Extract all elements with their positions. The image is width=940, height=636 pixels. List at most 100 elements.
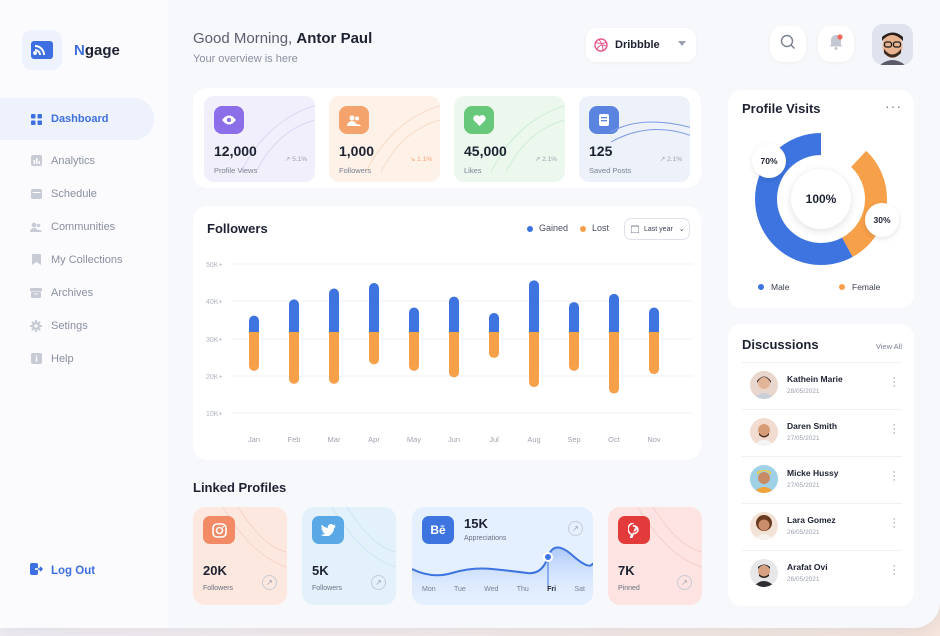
discussion-item[interactable]: Arafat Ovi 26/05/2021 · · · — [742, 550, 902, 594]
discussion-item[interactable]: Kathein Marie 28/05/2021 · · · — [742, 362, 902, 406]
linked-label: Appreciations — [464, 535, 507, 542]
sidebar-item-label: Archives — [51, 286, 94, 299]
bar-joint — [329, 332, 339, 337]
stat-card-likes[interactable]: 45,000 ↗ 2.1% Likes — [454, 96, 565, 182]
y-tick-label: 50K+ — [206, 262, 223, 269]
bar-gained[interactable] — [369, 283, 379, 336]
open-arrow-icon[interactable]: ↗ — [568, 521, 583, 536]
open-arrow-icon[interactable]: ↗ — [677, 575, 692, 590]
period-select-value: Last year — [644, 225, 673, 233]
bar-gained[interactable] — [529, 280, 539, 336]
bar-gained[interactable] — [489, 312, 499, 336]
sidebar-item-dashboard[interactable]: Dashboard — [0, 98, 154, 140]
sidebar-item-my-collections[interactable]: My Collections — [0, 243, 168, 276]
bar-lost[interactable] — [449, 332, 459, 378]
sidebar-item-schedule[interactable]: Schedule — [0, 177, 168, 210]
more-options-icon[interactable]: ··· — [885, 98, 902, 114]
bar-lost[interactable] — [489, 332, 499, 358]
followers-chart-card: Followers Gained Lost Last year ⌄ 50K+ 40… — [193, 206, 701, 460]
discussion-item[interactable]: Micke Hussy 27/05/2021 · · · — [742, 456, 902, 500]
bar-gained[interactable] — [569, 302, 579, 336]
bar-joint — [489, 332, 499, 337]
linked-label: Followers — [203, 585, 233, 592]
bar-gained[interactable] — [329, 288, 339, 336]
bar-lost[interactable] — [569, 332, 579, 371]
chart-legend: Gained Lost — [527, 223, 621, 233]
bar-lost[interactable] — [529, 332, 539, 388]
kebab-menu-icon[interactable]: · · · — [892, 466, 896, 486]
linked-card-behance[interactable]: Bē 15K Appreciations ↗ Mon Tue Wed Thu F… — [412, 507, 593, 605]
stat-label: Profile Views — [214, 166, 258, 175]
bar-lost[interactable] — [409, 332, 419, 371]
male-pct-bubble: 70% — [752, 144, 786, 178]
sidebar-item-help[interactable]: Help — [0, 342, 168, 375]
bar-lost[interactable] — [369, 332, 379, 365]
legend-gained: Gained — [527, 223, 568, 233]
brand-logo[interactable]: Ngage — [22, 30, 120, 70]
discussion-item[interactable]: Daren Smith 27/05/2021 · · · — [742, 409, 902, 453]
sidebar-item-label: Help — [51, 352, 74, 365]
calendar-icon — [30, 188, 42, 200]
stat-card-saved-posts[interactable]: 125 ↗ 2.1% Saved Posts — [579, 96, 690, 182]
stat-card-profile-views[interactable]: 12,000 ↗ 5.1% Profile Views — [204, 96, 315, 182]
search-button[interactable] — [770, 26, 806, 62]
instagram-icon — [203, 516, 235, 544]
platform-select[interactable]: Dribbble — [586, 28, 696, 62]
bar-lost[interactable] — [609, 332, 619, 394]
bar-joint — [609, 332, 619, 337]
avatar — [750, 464, 778, 493]
linked-card-pinterest[interactable]: 7K Pinned ↗ — [608, 507, 702, 605]
kebab-menu-icon[interactable]: · · · — [892, 372, 896, 392]
discussion-item[interactable]: Lara Gomez 26/05/2021 · · · — [742, 503, 902, 547]
sidebar-item-archives[interactable]: Archives — [0, 276, 168, 309]
bar-joint — [409, 332, 419, 337]
bar-gained[interactable] — [409, 307, 419, 336]
archive-icon — [30, 287, 42, 299]
legend-lost: Lost — [580, 223, 609, 233]
bar-joint — [249, 332, 259, 337]
x-tick-label: Jul — [489, 435, 499, 444]
open-arrow-icon[interactable]: ↗ — [262, 575, 277, 590]
linked-label: Followers — [312, 585, 342, 592]
donut-slice-male[interactable] — [755, 133, 887, 265]
bar-lost[interactable] — [249, 332, 259, 371]
kebab-menu-icon[interactable]: · · · — [892, 513, 896, 533]
x-tick-label: Apr — [368, 435, 380, 444]
bar-chart-icon — [30, 155, 42, 167]
donut-slice-female[interactable] — [755, 133, 887, 265]
day-label: Tue — [453, 586, 466, 593]
period-select[interactable]: Last year ⌄ — [624, 218, 690, 240]
sidebar-item-analytics[interactable]: Analytics — [0, 144, 168, 177]
profile-visits-title: Profile Visits — [742, 101, 821, 116]
y-tick-label: 10K+ — [206, 411, 223, 418]
sidebar-item-settings[interactable]: Setings — [0, 309, 168, 342]
stat-trend: ↗ 2.1% — [659, 156, 682, 163]
bar-lost[interactable] — [329, 332, 339, 384]
linked-label: Pinned — [618, 585, 640, 592]
view-all-link[interactable]: View All — [875, 342, 902, 351]
bar-gained[interactable] — [289, 299, 299, 336]
bar-gained[interactable] — [449, 296, 459, 336]
sidebar-item-label: Setings — [51, 319, 88, 332]
linked-card-twitter[interactable]: 5K Followers ↗ — [302, 507, 396, 605]
logout-button[interactable]: Log Out — [30, 563, 95, 578]
notifications-button[interactable] — [818, 26, 854, 62]
behance-icon: Bē — [422, 516, 454, 544]
kebab-menu-icon[interactable]: · · · — [892, 560, 896, 580]
linked-card-instagram[interactable]: 20K Followers ↗ — [193, 507, 287, 605]
bar-gained[interactable] — [609, 293, 619, 336]
kebab-menu-icon[interactable]: · · · — [892, 419, 896, 439]
followers-bar-chart: 50K+ 40K+ 30K+ 20K+ 10K+ Jan Feb Mar Apr May Jun Ju… — [206, 262, 693, 444]
bar-lost[interactable] — [289, 332, 299, 384]
open-arrow-icon[interactable]: ↗ — [371, 575, 386, 590]
person-name: Kathein Marie — [787, 374, 843, 384]
sidebar-item-communities[interactable]: Communities — [0, 210, 168, 243]
stat-card-followers[interactable]: 1,000 ↘ 1.1% Followers — [329, 96, 440, 182]
linked-profiles-title: Linked Profiles — [193, 480, 287, 495]
bar-gained[interactable] — [649, 307, 659, 336]
bar-joint — [569, 332, 579, 337]
stat-value: 1,000 — [339, 143, 375, 159]
bar-lost[interactable] — [649, 332, 659, 375]
user-avatar[interactable] — [872, 24, 913, 65]
bar-gained[interactable] — [249, 315, 259, 336]
